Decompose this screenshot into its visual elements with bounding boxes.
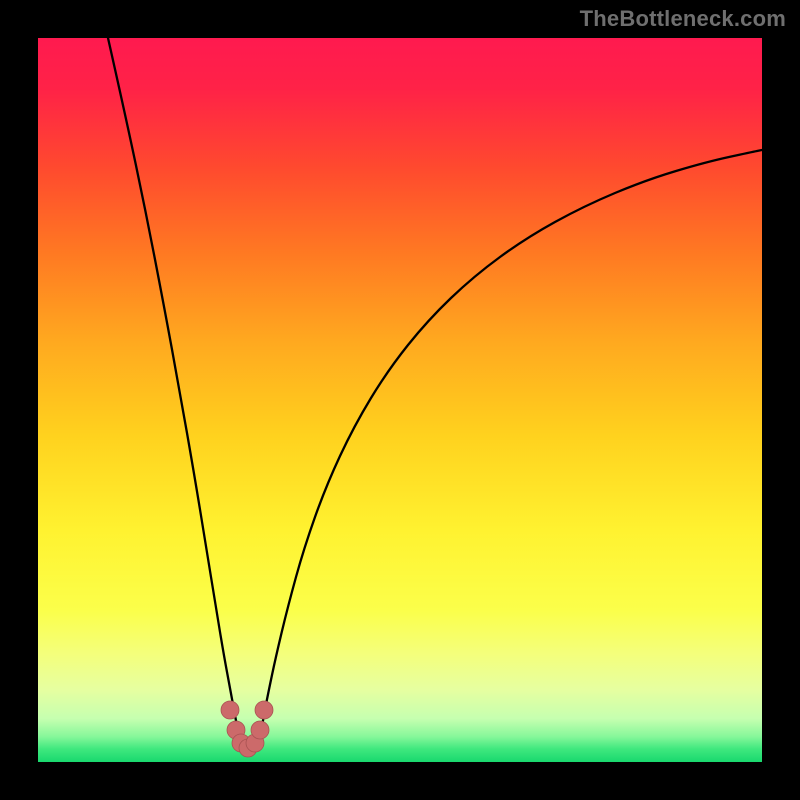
marker-dot: [255, 701, 273, 719]
plot-area: [38, 38, 762, 762]
curve-layer: [38, 38, 762, 762]
watermark-text: TheBottleneck.com: [580, 6, 786, 32]
chart-container: TheBottleneck.com: [0, 0, 800, 800]
marker-dot: [251, 721, 269, 739]
marker-dot: [221, 701, 239, 719]
curve-left: [108, 38, 239, 738]
curve-right: [260, 150, 762, 738]
